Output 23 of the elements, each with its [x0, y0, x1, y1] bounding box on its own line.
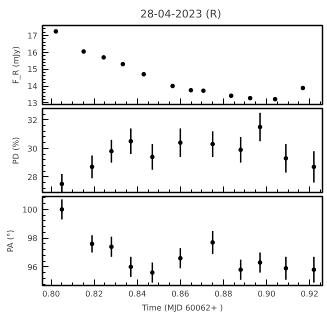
y-tick-label: 14	[27, 82, 38, 92]
y-tick-label: 96	[27, 262, 38, 272]
x-tick-label: 0.80	[42, 290, 60, 298]
chart-title: 28-04-2023 (R)	[140, 8, 222, 20]
y-axis-title: F_R (mJy)	[11, 46, 20, 84]
x-tick-label: 0.86	[171, 290, 190, 298]
y-tick-label: 28	[27, 172, 38, 182]
x-axis-title: Time (MJD 60062+ )	[140, 304, 224, 312]
x-tick-label: 0.92	[300, 290, 318, 298]
x-tick-label: 0.88	[214, 290, 232, 298]
y-tick-label: 16	[27, 48, 38, 58]
y-tick-label: 15	[27, 65, 38, 74]
y-tick-label: 13	[27, 98, 38, 108]
y-tick-label: 30	[27, 144, 38, 154]
y-tick-label: 100	[22, 205, 38, 214]
y-tick-label: 32	[27, 116, 38, 125]
y-axis-title: PD (%)	[11, 136, 20, 164]
x-tick-label: 0.82	[85, 290, 104, 298]
x-tick-label: 0.90	[258, 290, 276, 298]
y-tick-label: 17	[27, 32, 38, 41]
y-tick-label: 98	[27, 234, 38, 244]
y-axis-title: PA (°)	[6, 230, 16, 252]
x-tick-label: 0.84	[128, 290, 146, 298]
